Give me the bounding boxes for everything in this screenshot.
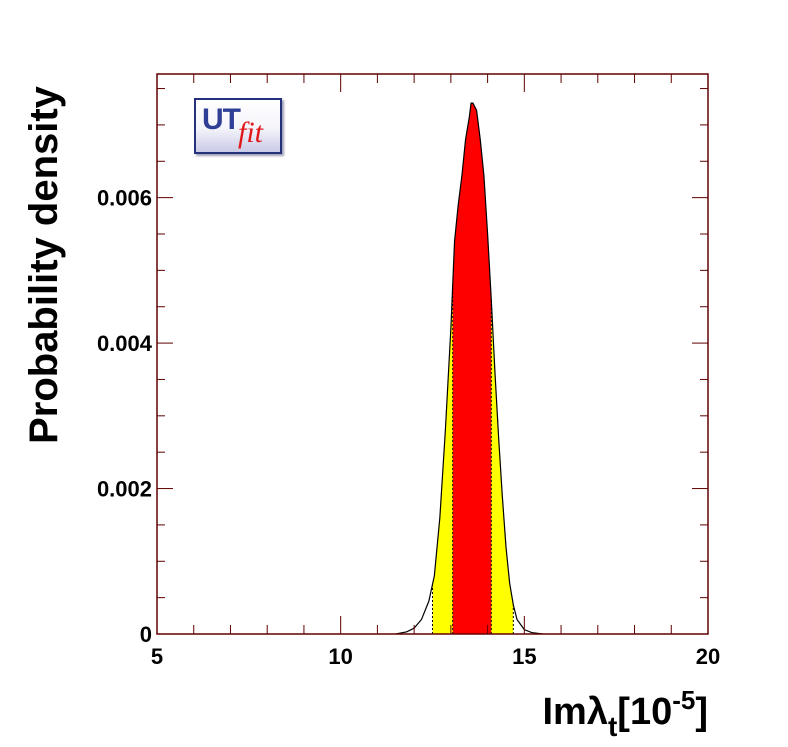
y-tick-label: 0.002 — [97, 477, 152, 502]
x-axis-title: Imλt[10-5] — [542, 685, 708, 742]
x-axis-title-units: [10 — [617, 691, 672, 733]
credible-region-inner — [452, 103, 492, 635]
tick-labels: 5 10 15 20 0 0.002 0.004 0.006 — [97, 186, 720, 669]
axis-ticks — [156, 74, 709, 635]
utfit-logo: UT fit — [194, 98, 282, 154]
x-tick-label: 15 — [512, 644, 536, 669]
y-tick-label: 0 — [140, 622, 152, 647]
credible-regions — [432, 103, 514, 635]
x-axis-title-exponent: -5 — [672, 685, 695, 715]
x-tick-label: 10 — [328, 644, 352, 669]
x-axis-title-subscript: t — [608, 711, 617, 742]
utfit-logo-ut: UT — [202, 103, 241, 136]
x-axis-title-main: Imλ — [542, 691, 607, 733]
density-curve — [395, 102, 543, 635]
x-axis-title-units-close: ] — [695, 691, 708, 733]
utfit-logo-fit: fit — [238, 116, 264, 149]
x-tick-label: 5 — [151, 644, 163, 669]
plot-frame — [156, 73, 709, 635]
density-curve-line — [395, 102, 543, 635]
y-axis-title: Probability density — [22, 85, 66, 444]
y-tick-label: 0.004 — [97, 331, 153, 356]
y-tick-label: 0.006 — [97, 186, 152, 211]
x-tick-label: 20 — [696, 644, 720, 669]
